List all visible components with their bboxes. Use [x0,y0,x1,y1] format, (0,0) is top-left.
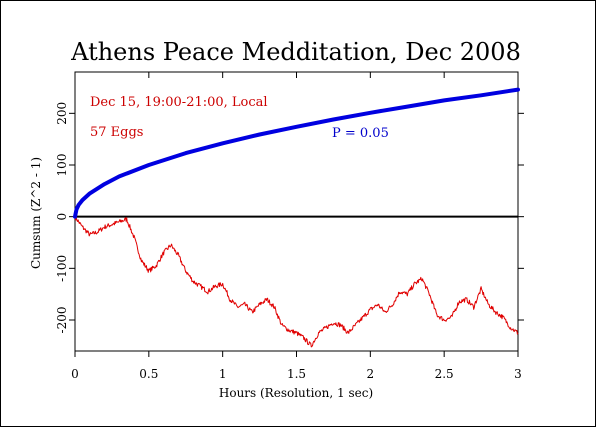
p-envelope-curve [73,87,520,219]
x-tick-label: 0.5 [139,367,158,381]
x-tick-label: 2.5 [435,367,454,381]
chart-title: Athens Peace Medditation, Dec 2008 [70,38,521,66]
x-tick-label: 2 [367,367,375,381]
y-tick-label: -100 [55,255,69,282]
p-value-annotation: P = 0.05 [332,126,389,141]
x-tick-label: 1.5 [287,367,306,381]
x-axis-label: Hours (Resolution, 1 sec) [219,386,373,400]
date-annotation: Dec 15, 19:00-21:00, Local [90,95,268,110]
y-axis-label: Cumsum (Z^2 - 1) [29,157,43,269]
y-tick-label: 100 [55,154,69,177]
x-tick-label: 3 [514,367,522,381]
y-tick-label: 200 [55,102,69,125]
y-tick-label: 0 [55,213,69,221]
x-tick-label: 0 [71,367,79,381]
y-tick-label: -200 [55,307,69,334]
eggs-annotation: 57 Eggs [90,125,143,140]
x-tick-label: 1 [219,367,227,381]
cumulative-deviation-line [74,215,519,348]
x-axis-ticks: 0 0.5 1 1.5 2 2.5 3 [71,72,522,381]
y-axis-ticks: -200 -100 0 100 200 [55,102,524,334]
